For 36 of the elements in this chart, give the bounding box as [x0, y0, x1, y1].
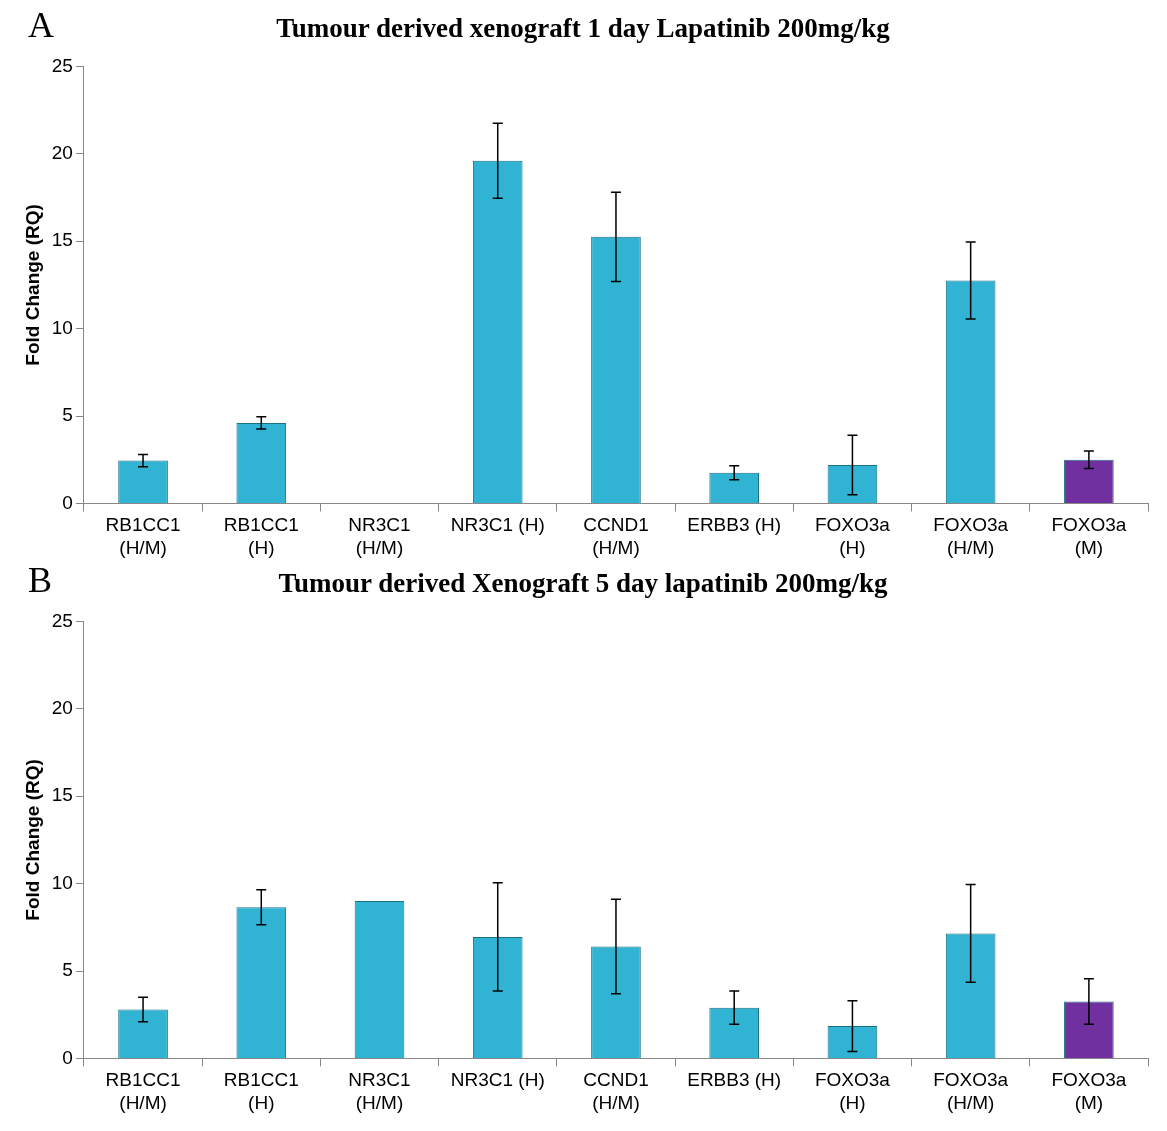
chart-title: Tumour derived xenograft 1 day Lapatinib 200mg/kg: [276, 13, 891, 44]
y-tick-label: 10: [51, 316, 73, 338]
y-tick-label: 15: [51, 229, 73, 251]
x-tick-label: RB1CC1 (H): [223, 1069, 299, 1113]
x-tick-label: CCND1 (H/M): [583, 1069, 649, 1113]
y-tick-label: 0: [62, 1046, 73, 1068]
y-tick-label: 20: [51, 697, 73, 719]
y-tick-label: 20: [51, 142, 73, 164]
x-tick-label: CCND1 (H/M): [583, 514, 649, 558]
y-tick-label: 5: [62, 404, 73, 426]
y-tick-label: 0: [62, 491, 73, 513]
x-tick-label: RB1CC1 (H): [223, 514, 299, 558]
y-tick-label: 25: [51, 609, 73, 631]
y-axis-title: Fold Change (RQ): [21, 204, 43, 366]
x-tick-label: NR3C1 (H/M): [348, 514, 411, 558]
text: B: [28, 560, 53, 601]
y-tick-label: 15: [51, 784, 73, 806]
x-tick-label: NR3C1 (H/M): [348, 1069, 411, 1113]
chart-title: Tumour derived Xenograft 5 day lapatinib 200mg/kg: [278, 568, 889, 599]
x-tick-label: FOXO3a (M): [1051, 514, 1127, 558]
x-tick-label: FOXO3a (H/M): [933, 1069, 1009, 1113]
x-tick-label: RB1CC1 (H/M): [105, 1069, 181, 1113]
x-tick-label: NR3C1 (H): [450, 514, 545, 536]
text: A: [28, 5, 54, 46]
x-tick-label: FOXO3a (H/M): [933, 514, 1009, 558]
y-axis-title: Fold Change (RQ): [21, 759, 43, 921]
y-tick-label: 5: [62, 959, 73, 981]
x-tick-label: NR3C1 (H): [450, 1069, 545, 1091]
x-tick-label: ERBB3 (H): [687, 514, 782, 536]
x-tick-label: FOXO3a (H): [814, 514, 891, 558]
x-tick-label: FOXO3a (M): [1051, 1069, 1127, 1113]
y-tick-label: 10: [51, 871, 73, 893]
x-tick-label: RB1CC1 (H/M): [105, 514, 181, 558]
x-tick-label: ERBB3 (H): [687, 1069, 782, 1091]
x-tick-label: FOXO3a (H): [814, 1069, 891, 1113]
y-tick-label: 25: [51, 54, 73, 76]
